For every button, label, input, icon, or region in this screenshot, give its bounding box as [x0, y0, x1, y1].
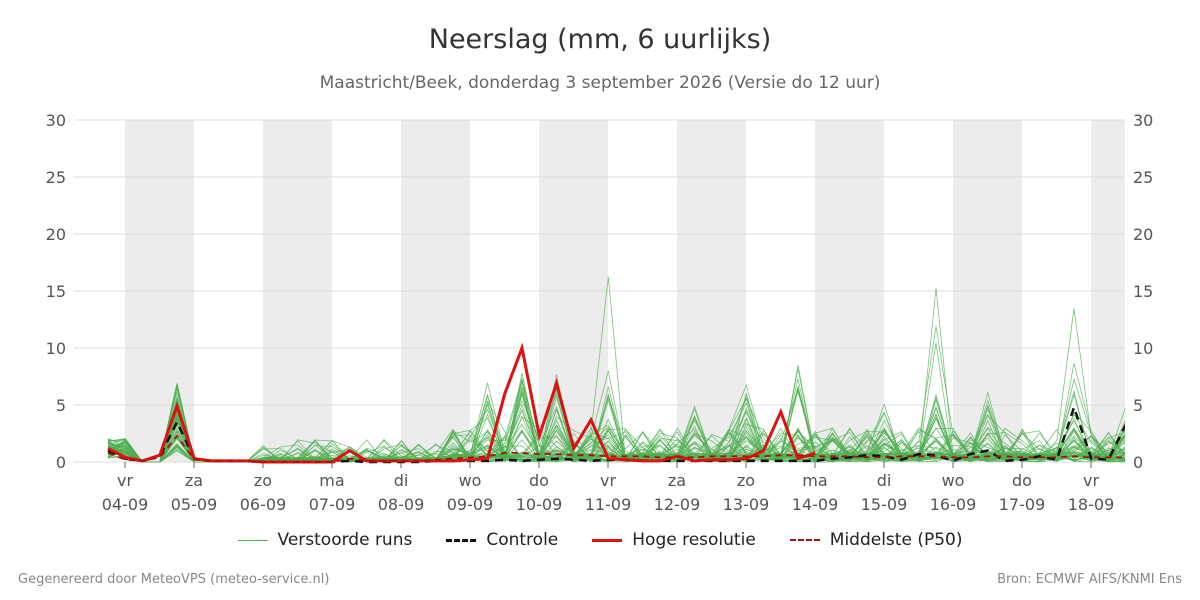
x-tick-date: 10-09 [516, 495, 563, 514]
x-tick-date: 12-09 [654, 495, 701, 514]
x-tick-date: 18-09 [1068, 495, 1115, 514]
legend-label-ensemble: Verstoorde runs [277, 530, 413, 550]
y-tick-label-left: 10 [46, 339, 66, 358]
x-tick-day: vr [1083, 471, 1099, 490]
y-tick-label-left: 20 [46, 225, 66, 244]
x-tick-date: 05-09 [171, 495, 218, 514]
footer-source: Bron: ECMWF AIFS/KNMI Ens [997, 572, 1182, 587]
median-line [107, 434, 1125, 463]
x-tick-day: zo [254, 471, 272, 490]
y-tick-label-right: 15 [1133, 282, 1153, 301]
y-tick-label-left: 25 [46, 168, 66, 187]
chart-title: Neerslag (mm, 6 uurlijks) [428, 24, 772, 55]
x-tick-date: 11-09 [585, 495, 632, 514]
x-tick-day: vr [600, 471, 616, 490]
x-tick-date: 15-09 [861, 495, 908, 514]
x-tick-day: di [877, 471, 892, 490]
x-tick-day: zo [737, 471, 755, 490]
x-tick-day: do [1012, 471, 1032, 490]
x-tick-day: vr [117, 471, 133, 490]
x-tick-date: 04-09 [102, 495, 149, 514]
x-tick-date: 09-09 [447, 495, 494, 514]
x-tick-day: ma [802, 471, 827, 490]
legend-item-median: Middelste (P50) [789, 530, 963, 550]
x-tick-date: 14-09 [792, 495, 839, 514]
y-tick-label-left: 30 [46, 111, 66, 130]
y-tick-label-right: 25 [1133, 168, 1153, 187]
legend-swatch-ensemble [237, 539, 268, 541]
y-tick-label-left: 15 [46, 282, 66, 301]
x-tick-date: 16-09 [930, 495, 977, 514]
y-tick-label-right: 0 [1133, 453, 1143, 472]
x-tick-day: wo [942, 471, 965, 490]
legend-label-control: Controle [486, 530, 559, 550]
y-tick-label-right: 10 [1133, 339, 1153, 358]
ensemble-member-line [107, 365, 1125, 463]
legend-item-highres: Hoge resolutie [592, 530, 756, 550]
y-tick-label-right: 5 [1133, 396, 1143, 415]
legend-label-median: Middelste (P50) [829, 530, 963, 550]
x-tick-date: 06-09 [240, 495, 287, 514]
x-tick-day: ma [319, 471, 344, 490]
legend-swatch-control [446, 538, 477, 542]
legend-item-control: Controle [446, 530, 558, 550]
ensemble-member-line [107, 397, 1125, 463]
legend-swatch-median [789, 539, 820, 541]
x-tick-day: za [185, 471, 203, 490]
y-tick-label-right: 20 [1133, 225, 1153, 244]
x-tick-date: 07-09 [309, 495, 356, 514]
legend-label-highres: Hoge resolutie [632, 530, 756, 550]
legend-item-ensemble: Verstoorde runs [237, 530, 413, 550]
x-tick-day: wo [459, 471, 482, 490]
footer-generator: Gegenereerd door MeteoVPS (meteo-service… [18, 572, 330, 587]
x-tick-date: 17-09 [999, 495, 1046, 514]
chart-subtitle: Maastricht/Beek, donderdag 3 september 2… [319, 73, 881, 93]
x-tick-day: do [529, 471, 549, 490]
chart-legend: Verstoorde runs Controle Hoge resolutie … [0, 530, 1200, 550]
x-tick-date: 13-09 [723, 495, 770, 514]
highres-line [107, 342, 816, 464]
x-tick-day: za [668, 471, 686, 490]
control-line [107, 403, 1125, 464]
y-tick-label-right: 30 [1133, 111, 1153, 130]
y-tick-label-left: 0 [56, 453, 66, 472]
y-tick-label-left: 5 [56, 396, 66, 415]
x-tick-date: 08-09 [378, 495, 425, 514]
legend-swatch-highres [592, 538, 623, 542]
x-tick-day: di [394, 471, 409, 490]
